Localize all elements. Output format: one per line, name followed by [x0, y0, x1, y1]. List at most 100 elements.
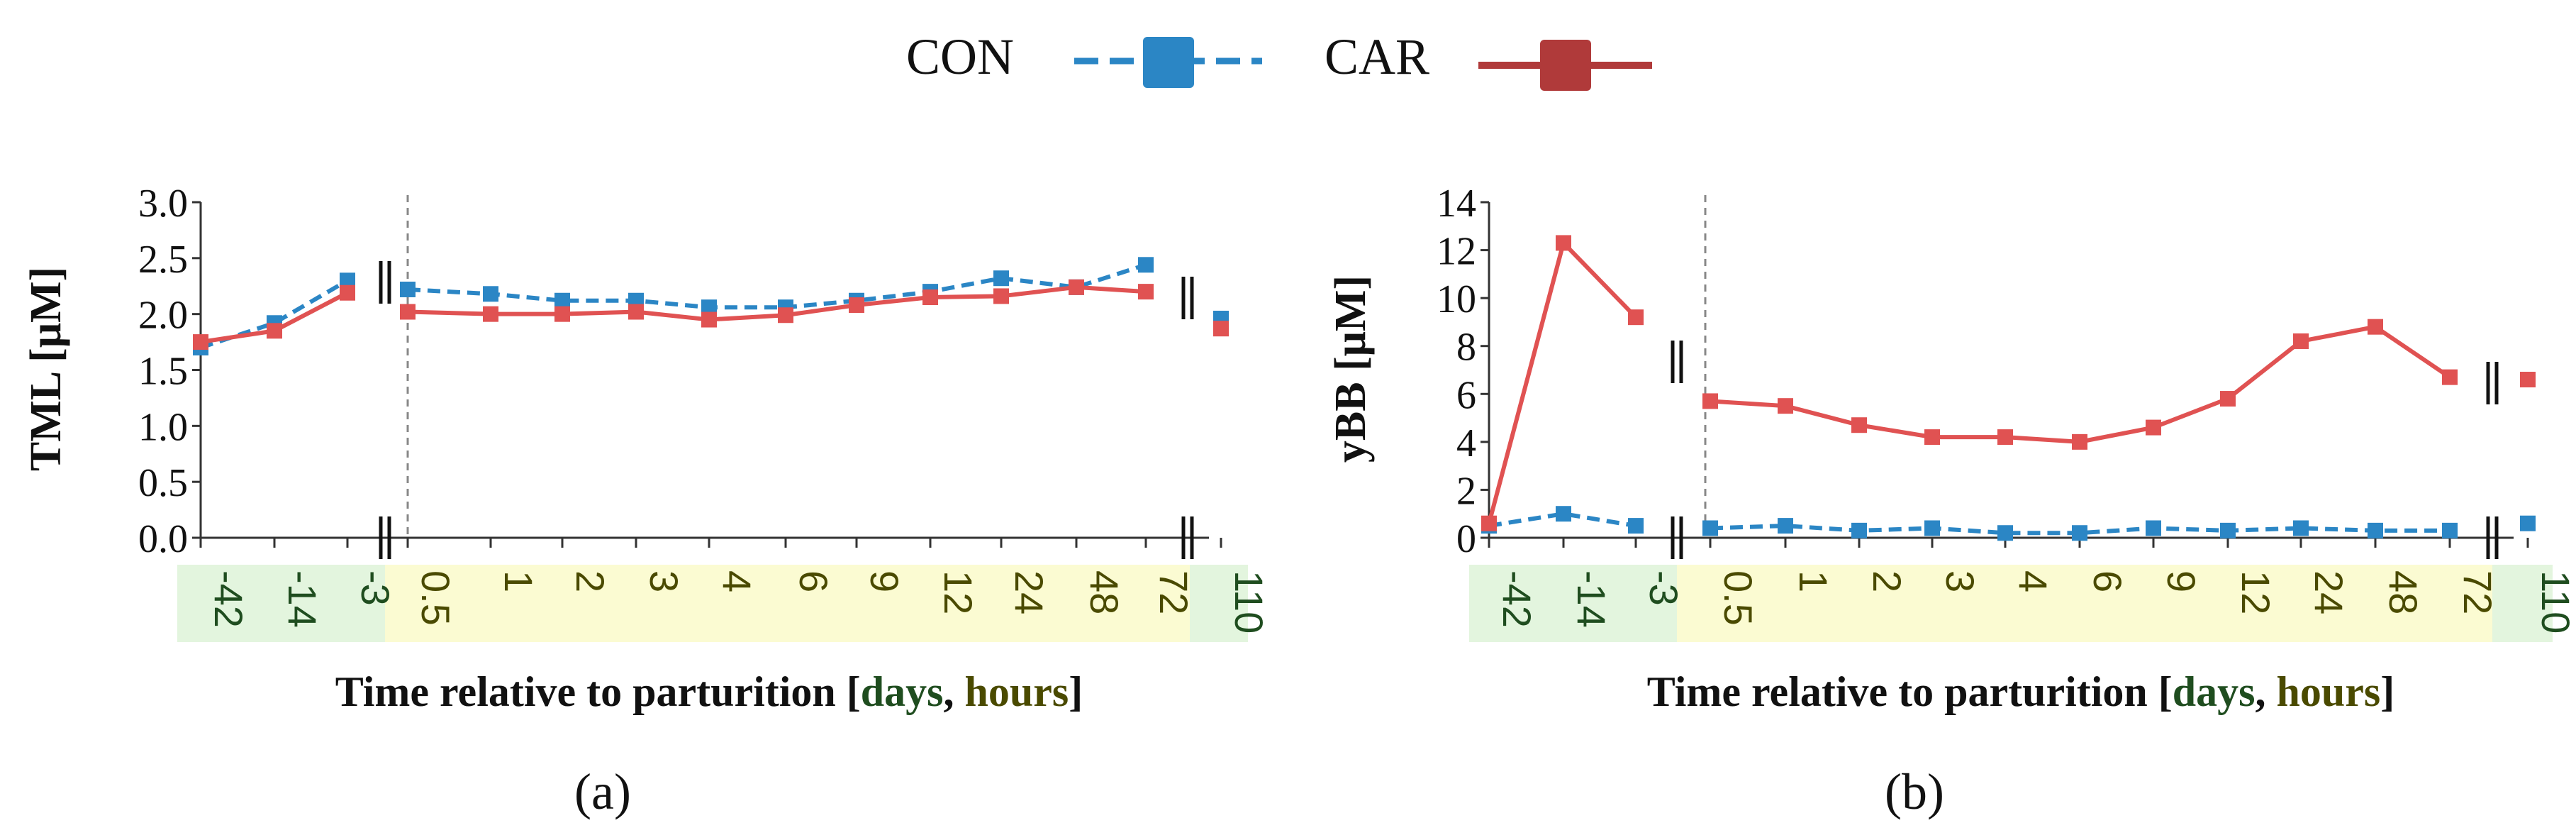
data-point-con	[1997, 525, 2013, 541]
legend-marker-con	[1143, 37, 1194, 88]
x-tick-label: -14	[280, 570, 325, 628]
data-point-con	[1702, 520, 1718, 536]
y-tick-label: 0.5	[138, 461, 188, 505]
data-point-car	[849, 297, 864, 314]
series-line-con	[1488, 512, 1637, 529]
x-axis-label-hours: hours	[965, 668, 1069, 715]
x-tick-label: -42	[1495, 570, 1539, 628]
hours-band	[1677, 565, 2492, 642]
x-tick-label: 1	[496, 570, 541, 592]
x-axis-label-comma: ,	[944, 668, 965, 715]
days-band	[177, 565, 385, 642]
x-tick-label: 9	[2159, 570, 2204, 592]
x-tick-label: -42	[206, 570, 251, 628]
data-point-con	[993, 270, 1009, 287]
data-point-car	[2220, 391, 2236, 407]
data-point-con	[483, 286, 498, 302]
data-point-car	[701, 311, 717, 328]
x-tick-label: -14	[1569, 570, 1614, 628]
x-tick-label: 48	[1082, 570, 1127, 614]
data-point-car	[483, 306, 498, 322]
data-point-con	[1556, 506, 1571, 522]
panel-a: 0.00.51.01.52.02.53.0-42 -14 -3 0.5 1 2 3 4 6 9 12…	[22, 182, 1271, 820]
data-point-con	[2146, 520, 2161, 536]
legend-label-con: CON	[906, 28, 1014, 85]
x-tick-label: 12	[2234, 570, 2278, 614]
x-tick-label: 4	[2011, 570, 2056, 592]
data-point-car	[1924, 429, 1940, 446]
x-tick-label: 2	[1865, 570, 1909, 592]
data-point-car	[554, 306, 570, 322]
y-tick-label: 4	[1456, 421, 1476, 465]
data-point-con	[2368, 522, 2383, 538]
days-band	[1469, 565, 1677, 642]
data-point-con	[1138, 257, 1154, 273]
y-tick-label: 12	[1437, 230, 1476, 274]
series-line-car	[1487, 238, 1638, 524]
x-axis-label-suffix: ]	[2380, 668, 2394, 715]
y-tick-label: 0	[1456, 517, 1476, 561]
x-tick-label: 3	[1938, 570, 1983, 592]
data-point-car	[1138, 284, 1154, 300]
data-point-con	[2520, 515, 2536, 531]
panel-label: (a)	[574, 763, 631, 820]
x-axis-label: Time relative to parturition [days, hour…	[1647, 668, 2394, 715]
data-point-car	[1069, 279, 1084, 295]
x-tick-label: -3	[353, 570, 398, 606]
y-tick-label: 1.5	[138, 350, 188, 394]
y-axis-label: yBB [μM]	[1327, 275, 1375, 463]
x-tick-label: 0.5	[1716, 570, 1761, 626]
x-tick-label: 24	[1007, 570, 1052, 614]
data-point-car	[628, 304, 644, 320]
x-axis-label-prefix: Time relative to parturition [	[335, 668, 861, 715]
data-point-car	[2368, 319, 2383, 335]
x-tick-label: 3	[642, 570, 686, 592]
data-point-car	[922, 289, 938, 306]
data-point-car	[1702, 393, 1718, 409]
y-tick-label: 10	[1437, 277, 1476, 321]
data-point-con	[1778, 518, 1793, 534]
days-band	[1190, 565, 1248, 642]
data-point-con	[400, 281, 416, 297]
x-tick-label: 48	[2381, 570, 2426, 614]
x-tick-label: 6	[791, 570, 836, 592]
data-point-car	[400, 304, 416, 320]
x-tick-label: 1	[1791, 570, 1836, 592]
data-point-car	[1778, 398, 1793, 414]
data-point-con	[1924, 520, 1940, 536]
data-point-car	[2146, 419, 2161, 436]
data-point-car	[2520, 372, 2536, 388]
hours-band	[385, 565, 1190, 642]
data-point-con	[2220, 522, 2236, 538]
data-point-con	[2442, 522, 2458, 538]
x-tick-label: 24	[2307, 570, 2351, 614]
data-point-car	[2072, 433, 2087, 450]
data-point-con	[2072, 525, 2087, 541]
data-point-con	[1628, 518, 1644, 534]
data-point-con	[701, 299, 717, 316]
data-point-car	[1628, 309, 1644, 326]
data-point-con	[1851, 522, 1867, 538]
x-tick-label: 110	[2533, 570, 2576, 634]
data-point-car	[993, 288, 1009, 304]
data-point-car	[267, 323, 282, 339]
y-tick-label: 2	[1456, 469, 1476, 513]
x-axis-label-hours: hours	[2277, 668, 2381, 715]
series-line-car	[1710, 324, 2451, 444]
data-point-car	[1213, 321, 1229, 337]
data-point-con	[340, 272, 355, 289]
data-point-car	[2442, 369, 2458, 385]
y-tick-label: 0.0	[138, 517, 188, 561]
y-tick-label: 8	[1456, 326, 1476, 370]
x-tick-label: 0.5	[413, 570, 458, 626]
x-axis-label: Time relative to parturition [days, hour…	[335, 668, 1083, 715]
data-point-car	[340, 284, 355, 301]
data-point-car	[2293, 333, 2309, 349]
series-line-car	[407, 284, 1147, 322]
x-tick-label: 2	[568, 570, 613, 592]
x-tick-label: 9	[862, 570, 907, 592]
data-point-car	[1556, 235, 1571, 251]
x-tick-label: 110	[1227, 570, 1271, 634]
